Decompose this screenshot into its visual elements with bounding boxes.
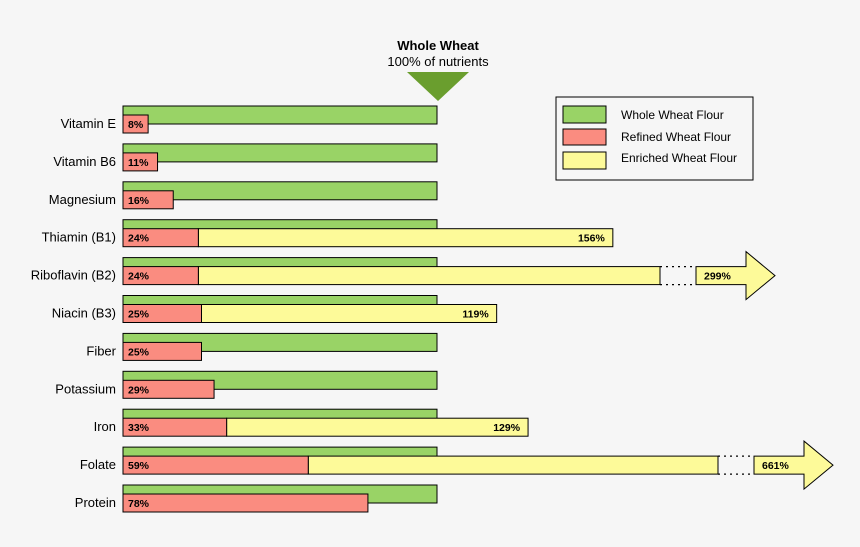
refined-bar-magnesium <box>122 190 174 210</box>
category-label-riboflavin-b2: Riboflavin (B2) <box>31 268 116 283</box>
enriched-value-folate: 661% <box>762 460 790 472</box>
legend-swatch-refined <box>562 128 607 146</box>
refined-value-protein: 78% <box>128 498 150 510</box>
refined-value-thiamin-b1: 24% <box>128 233 150 245</box>
enriched-bar-iron <box>226 417 529 437</box>
legend-swatch-whole <box>562 105 607 124</box>
enriched-value-iron: 129% <box>493 422 521 434</box>
enriched-arrow-folate <box>753 440 834 491</box>
category-label-vitamin-b6: Vitamin B6 <box>53 154 116 169</box>
refined-bar-folate <box>122 455 309 475</box>
refined-bar-thiamin-b1 <box>122 228 199 248</box>
legend-label-refined: Refined Wheat Flour <box>621 130 731 144</box>
category-label-protein: Protein <box>75 495 116 510</box>
refined-bar-vitamin-e <box>122 114 149 134</box>
enriched-bar-thiamin-b1 <box>197 228 614 248</box>
legend-label-enriched: Enriched Wheat Flour <box>621 151 737 165</box>
enriched-bar-niacin-b3 <box>201 304 498 323</box>
refined-value-niacin-b3: 25% <box>128 309 150 321</box>
chart-title: Whole Wheat <box>397 38 479 53</box>
enriched-value-niacin-b3: 119% <box>462 309 489 321</box>
refined-value-potassium: 29% <box>128 384 150 396</box>
refined-value-riboflavin-b2: 24% <box>128 271 150 283</box>
category-label-thiamin-b1: Thiamin (B1) <box>42 230 116 245</box>
enriched-value-thiamin-b1: 156% <box>578 233 606 245</box>
category-label-potassium: Potassium <box>55 381 116 396</box>
refined-bar-niacin-b3 <box>122 304 202 323</box>
refined-value-magnesium: 16% <box>128 195 150 207</box>
refined-bar-iron <box>122 417 228 437</box>
enriched-arrow-riboflavin-b2 <box>695 250 776 301</box>
refined-value-folate: 59% <box>128 460 150 472</box>
refined-value-vitamin-e: 8% <box>128 119 144 131</box>
refined-bar-vitamin-b6 <box>122 152 159 172</box>
refined-bar-fiber <box>122 341 202 361</box>
refined-bar-potassium <box>122 379 215 399</box>
whole-bar-vitamin-b6 <box>122 143 438 163</box>
refined-value-vitamin-b6: 11% <box>128 157 149 169</box>
enriched-value-riboflavin-b2: 299% <box>704 271 732 283</box>
legend-swatch-enriched <box>562 151 607 170</box>
enriched-bar-riboflavin-b2 <box>197 266 661 286</box>
category-label-magnesium: Magnesium <box>49 192 116 207</box>
refined-value-fiber: 25% <box>128 346 150 358</box>
refined-bar-riboflavin-b2 <box>122 266 199 286</box>
category-label-folate: Folate <box>80 457 116 472</box>
category-label-niacin-b3: Niacin (B3) <box>52 306 116 321</box>
whole-wheat-marker <box>407 72 469 101</box>
whole-bar-vitamin-e <box>122 105 438 125</box>
refined-value-iron: 33% <box>128 422 150 434</box>
legend: Whole Wheat Flour Refined Wheat Flour En… <box>555 96 754 181</box>
category-label-vitamin-e: Vitamin E <box>61 116 117 131</box>
category-label-fiber: Fiber <box>86 343 116 358</box>
refined-bar-protein <box>122 493 369 513</box>
chart-subtitle: 100% of nutrients <box>387 54 489 69</box>
legend-label-whole: Whole Wheat Flour <box>621 108 724 122</box>
bars-group: Vitamin E 8% Vitamin B6 11% Magnesium 16% Thia… <box>31 105 834 513</box>
category-label-iron: Iron <box>94 419 116 434</box>
enriched-bar-folate <box>307 455 719 475</box>
